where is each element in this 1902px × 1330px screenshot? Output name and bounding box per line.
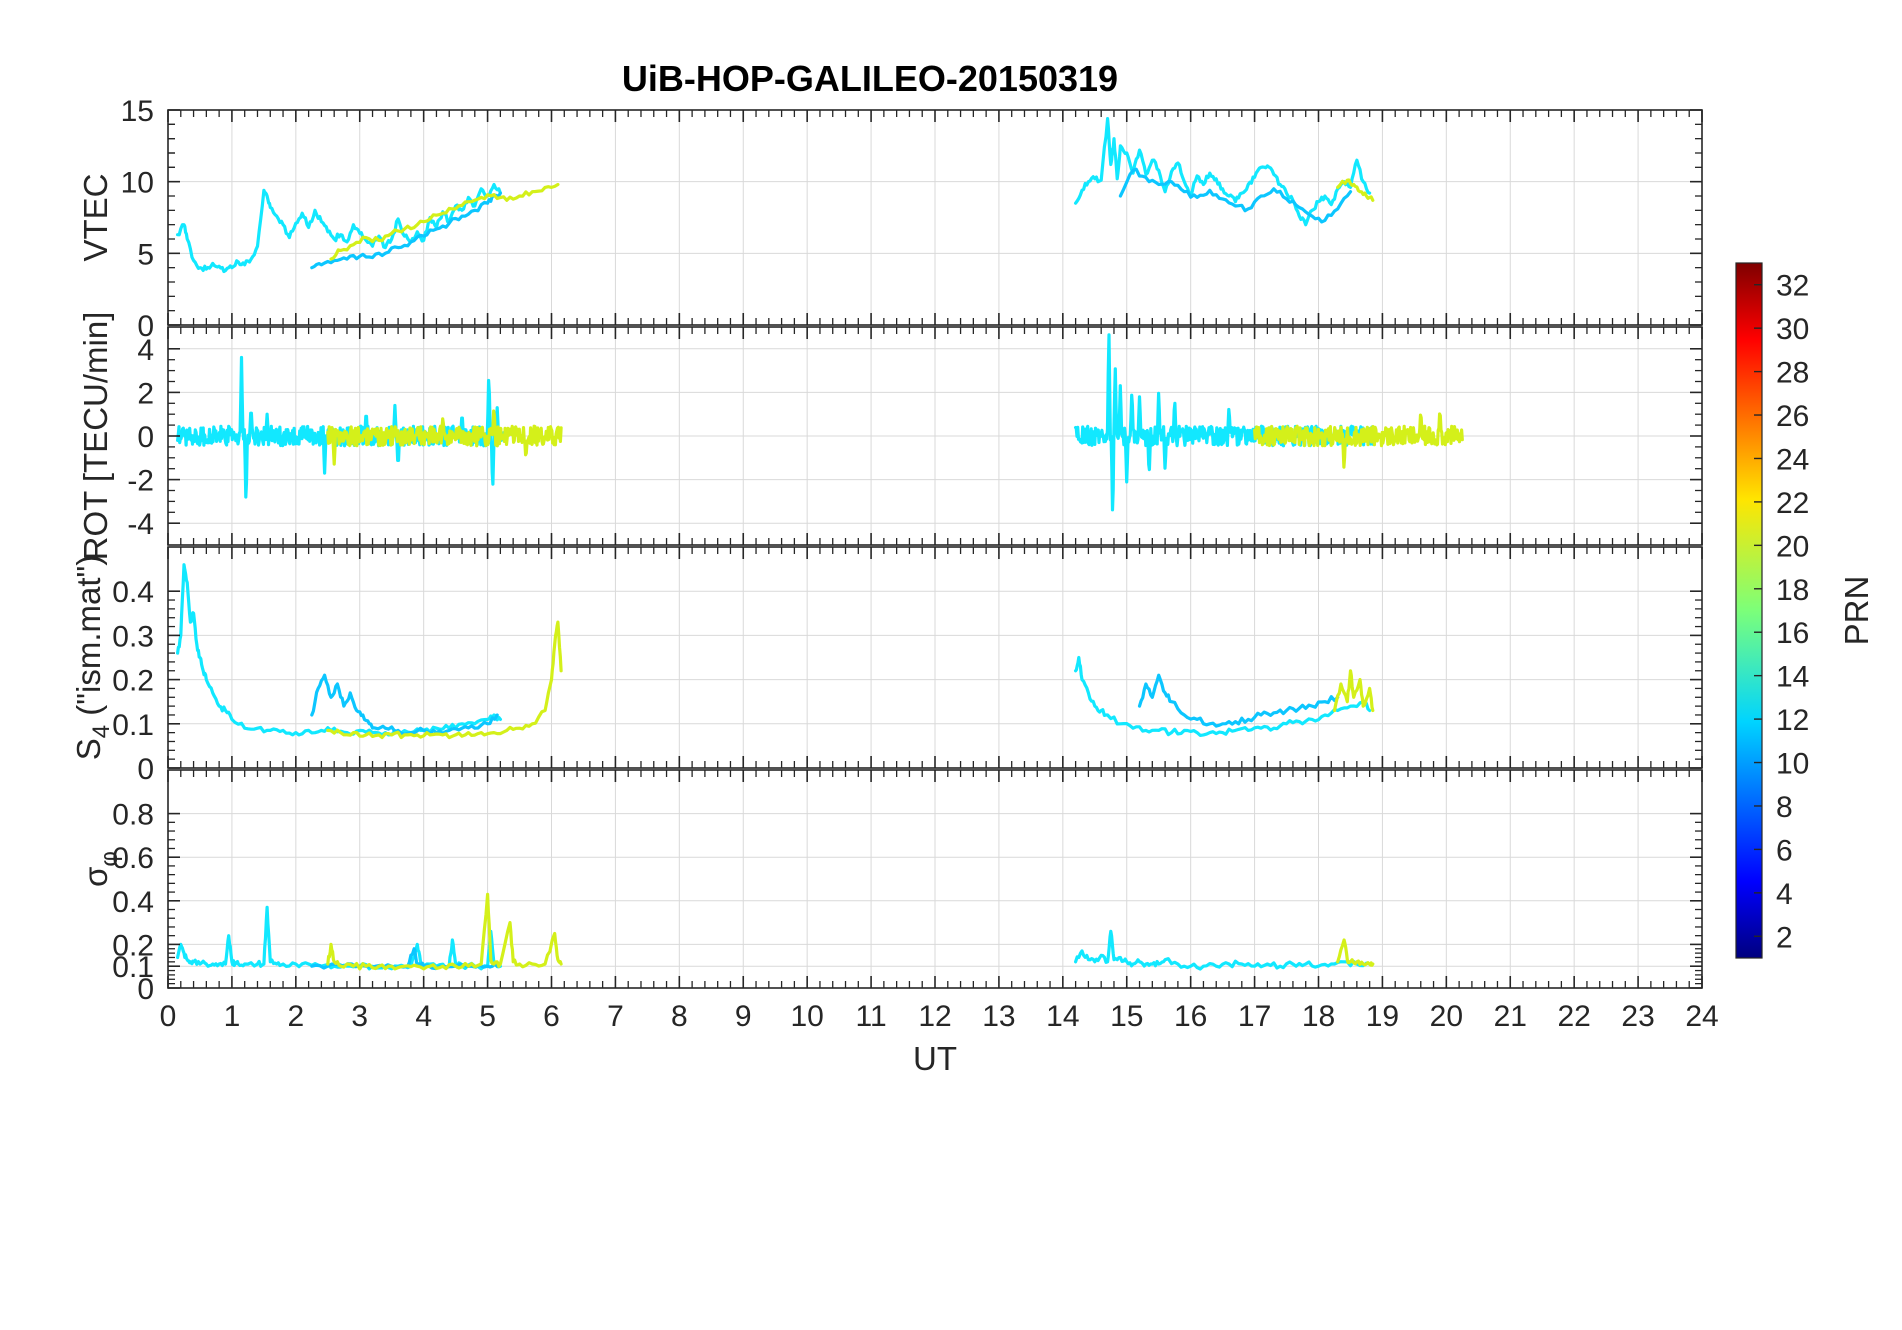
ytick-label: 10 [121, 167, 154, 200]
ytick-label: 15 [121, 95, 154, 128]
colorbar-tick-label: 6 [1776, 834, 1793, 867]
ytick-label: 0.6 [112, 842, 154, 875]
series-line-prn-19 [1253, 412, 1464, 469]
colorbar-tick-label: 32 [1776, 270, 1809, 303]
panel-s4: 0 0.1 0.2 0.3 0.4 [112, 546, 1703, 786]
panel-rot: -4 -2 0 2 4 [127, 326, 1703, 546]
ytick-label: 0.1 [112, 951, 154, 984]
colorbar-tick-label: 12 [1776, 704, 1809, 737]
xtick-label: 10 [790, 1000, 823, 1033]
panel-vtec: 0 5 10 15 [121, 95, 1703, 343]
ylabel-rot: ROT [TECU/min] [77, 312, 114, 561]
panel-data-rot [176, 333, 1464, 512]
xtick-label: 4 [415, 1000, 432, 1033]
ytick-label: -4 [127, 508, 154, 541]
panel-data-sigma_phi [176, 892, 1375, 971]
ylabel-s4: S4 ("ism.mat") [70, 555, 115, 760]
xtick-label: 0 [160, 1000, 177, 1033]
xtick-label: 17 [1238, 1000, 1271, 1033]
colorbar-tick-label: 4 [1776, 878, 1793, 911]
ytick-label: 0 [137, 753, 154, 786]
series-line-prn-11 [1074, 929, 1372, 971]
colorbar-tick-label: 30 [1776, 313, 1809, 346]
colorbar-label: PRN [1838, 576, 1875, 646]
xtick-label: 8 [671, 1000, 688, 1033]
xtick-label: 7 [607, 1000, 624, 1033]
series-line-prn-11 [176, 355, 506, 499]
ytick-label: -2 [127, 465, 154, 498]
figure-title: UiB-HOP-GALILEO-20150319 [621, 58, 1119, 99]
xtick-label: 18 [1302, 1000, 1335, 1033]
ytick-label: 0.4 [112, 886, 154, 919]
colorbar-tick-label: 16 [1776, 617, 1809, 650]
series-line-prn-19 [1332, 669, 1375, 713]
xtick-label: 15 [1110, 1000, 1143, 1033]
colorbar-tick-label: 24 [1776, 443, 1809, 476]
series-line-prn-11 [1074, 117, 1372, 227]
series-line-prn-12 [1118, 167, 1353, 224]
ytick-label: 0 [137, 310, 154, 343]
xtick-label: 3 [351, 1000, 368, 1033]
colorbar-tick-label: 14 [1776, 661, 1809, 694]
colorbar-tick-label: 2 [1776, 921, 1793, 954]
ytick-label: 0.3 [112, 620, 154, 653]
series-line-prn-19 [326, 409, 563, 466]
ytick-label: 2 [137, 377, 154, 410]
ytick-label: 0 [137, 421, 154, 454]
xtick-label: 11 [856, 1000, 887, 1033]
ylabel-sigma-phi: σφ [77, 851, 123, 887]
xtick-label: 21 [1494, 1000, 1527, 1033]
panel-data-s4 [176, 563, 1375, 740]
ytick-label: 0.1 [112, 709, 154, 742]
ylabel-vtec: VTEC [77, 173, 114, 261]
series-line-prn-19 [326, 620, 563, 740]
colorbar-tick-label: 26 [1776, 400, 1809, 433]
series-line-prn-11 [1074, 333, 1375, 512]
xtick-label: 24 [1685, 1000, 1718, 1033]
panel-sigma_phi: 00.10.2 0.4 0.6 0.8 [112, 769, 1703, 1006]
xtick-label: 19 [1366, 1000, 1399, 1033]
colorbar-gradient[interactable] [1735, 262, 1763, 959]
xtick-label: 20 [1430, 1000, 1463, 1033]
series-line-prn-11 [1074, 655, 1372, 737]
colorbar-tick-label: 8 [1776, 791, 1793, 824]
xtick-label: 12 [918, 1000, 951, 1033]
series-line-prn-11 [176, 563, 502, 737]
xtick-label: 16 [1174, 1000, 1207, 1033]
series-line-prn-11 [176, 905, 502, 971]
xtick-label: 1 [224, 1000, 241, 1033]
series-line-prn-19 [326, 892, 563, 971]
xaxis-label: UT [913, 1040, 957, 1077]
colorbar-tick-label: 22 [1776, 487, 1809, 520]
colorbar-tick-label: 18 [1776, 574, 1809, 607]
ytick-label: 0.2 [112, 665, 154, 698]
xtick-label: 6 [543, 1000, 560, 1033]
series-line-prn-19 [1336, 938, 1375, 967]
ytick-label: 0.8 [112, 799, 154, 832]
xtick-label: 9 [735, 1000, 752, 1033]
ytick-label: 0.4 [112, 576, 154, 609]
xtick-label: 13 [982, 1000, 1015, 1033]
series-line-prn-19 [329, 182, 560, 261]
xtick-label: 23 [1621, 1000, 1654, 1033]
colorbar-tick-label: 10 [1776, 748, 1809, 781]
ytick-label: 0 [137, 973, 154, 1006]
series-line-prn-19 [1336, 178, 1375, 202]
ytick-label: 5 [137, 238, 154, 271]
xtick-label: 22 [1557, 1000, 1590, 1033]
series-line-prn-12 [310, 673, 499, 736]
series-line-prn-12 [310, 191, 502, 270]
colorbar-tick-label: 28 [1776, 357, 1809, 390]
series-line-prn-12 [1137, 673, 1340, 728]
xtick-label: 2 [287, 1000, 304, 1033]
ytick-label: 0.2 [112, 929, 154, 962]
xtick-label: 5 [479, 1000, 496, 1033]
colorbar-tick-label: 20 [1776, 530, 1809, 563]
xtick-label: 14 [1046, 1000, 1079, 1033]
ytick-label: 4 [137, 334, 154, 367]
panel-data-vtec [176, 117, 1375, 274]
